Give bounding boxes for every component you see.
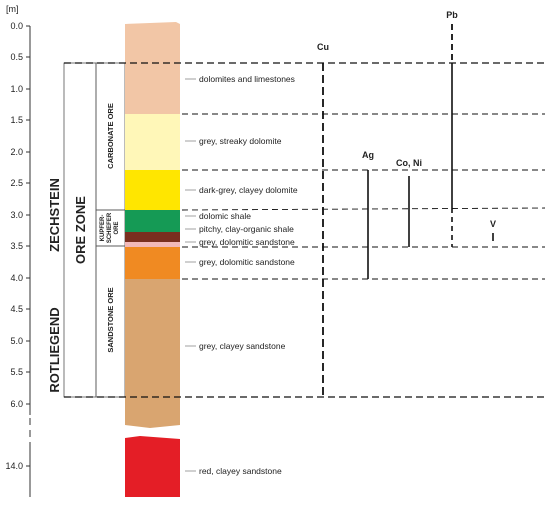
layer-dolomic-shale	[125, 210, 180, 232]
layer-dark-grey-clayey-dolomite	[125, 170, 180, 210]
layer-grey-dolomitic-sandstone	[125, 247, 180, 279]
ore-zone-label: ORE ZONE	[73, 196, 88, 264]
element-label-co-ni: Co, Ni	[396, 158, 422, 168]
axis-ticks: 0.0 0.5 1.0 1.5 2.0 2.5 3.0 3.5 4.0 4.5 …	[5, 21, 30, 471]
carbonate-ore-label: CARBONATE ORE	[106, 103, 115, 169]
tick-label: 6.0	[10, 399, 23, 409]
layer-label: grey, dolomitic sandstone	[199, 257, 295, 267]
kupferschiefer-ore-label-line3: ORE	[114, 221, 120, 234]
layer-grey-dolomitic-sandstone-thin	[125, 242, 180, 247]
tick-label: 3.0	[10, 210, 23, 220]
tick-label: 3.5	[10, 241, 23, 251]
layer-grey-clayey-sandstone	[125, 279, 180, 428]
element-label-cu: Cu	[317, 42, 329, 52]
layer-label: pitchy, clay-organic shale	[199, 224, 294, 234]
element-ranges: Cu Pb Ag Co, Ni V	[317, 10, 496, 397]
layer-label: dark-grey, clayey dolomite	[199, 185, 298, 195]
layer-red-clayey-sandstone	[125, 436, 180, 497]
axis-unit-label: [m]	[6, 4, 19, 14]
stratigraphic-column	[125, 22, 180, 497]
tick-label: 4.5	[10, 304, 23, 314]
tick-label: 4.0	[10, 273, 23, 283]
zechstein-label: ZECHSTEIN	[47, 178, 62, 252]
tick-label: 1.0	[10, 84, 23, 94]
element-label-v: V	[490, 219, 496, 229]
element-label-pb: Pb	[446, 10, 458, 20]
tick-label: 5.5	[10, 367, 23, 377]
kupferschiefer-ore-label-line2: SCHIEFER	[107, 212, 113, 243]
sandstone-ore-label: SANDSTONE ORE	[106, 287, 115, 352]
layer-label: dolomites and limestones	[199, 74, 295, 84]
element-label-ag: Ag	[362, 150, 374, 160]
layer-grey-streaky-dolomite	[125, 114, 180, 170]
rotliegend-label: ROTLIEGEND	[47, 307, 62, 392]
layer-label: grey, streaky dolomite	[199, 136, 282, 146]
tick-label: 14.0	[5, 461, 23, 471]
layer-pitchy-shale	[125, 232, 180, 242]
layer-labels: dolomites and limestones grey, streaky d…	[185, 74, 298, 476]
layer-label: dolomic shale	[199, 211, 251, 221]
boundary-line	[181, 207, 546, 211]
kupferschiefer-ore-label-line1: KUPFER-	[100, 215, 106, 242]
tick-label: 5.0	[10, 336, 23, 346]
depth-axis: [m] 0.0 0.5 1.0 1.5 2.0 2.5 3.0 3.5 4.0 …	[5, 4, 31, 497]
layer-label: red, clayey sandstone	[199, 466, 282, 476]
layer-dolomites-limestones	[125, 22, 180, 114]
boundary-lines	[64, 62, 546, 398]
tick-label: 2.5	[10, 178, 23, 188]
tick-label: 2.0	[10, 147, 23, 157]
layer-label: grey, clayey sandstone	[199, 341, 286, 351]
tick-label: 0.5	[10, 52, 23, 62]
tick-label: 1.5	[10, 115, 23, 125]
tick-label: 0.0	[10, 21, 23, 31]
layer-label: grey, dolomitic sandstone	[199, 237, 295, 247]
